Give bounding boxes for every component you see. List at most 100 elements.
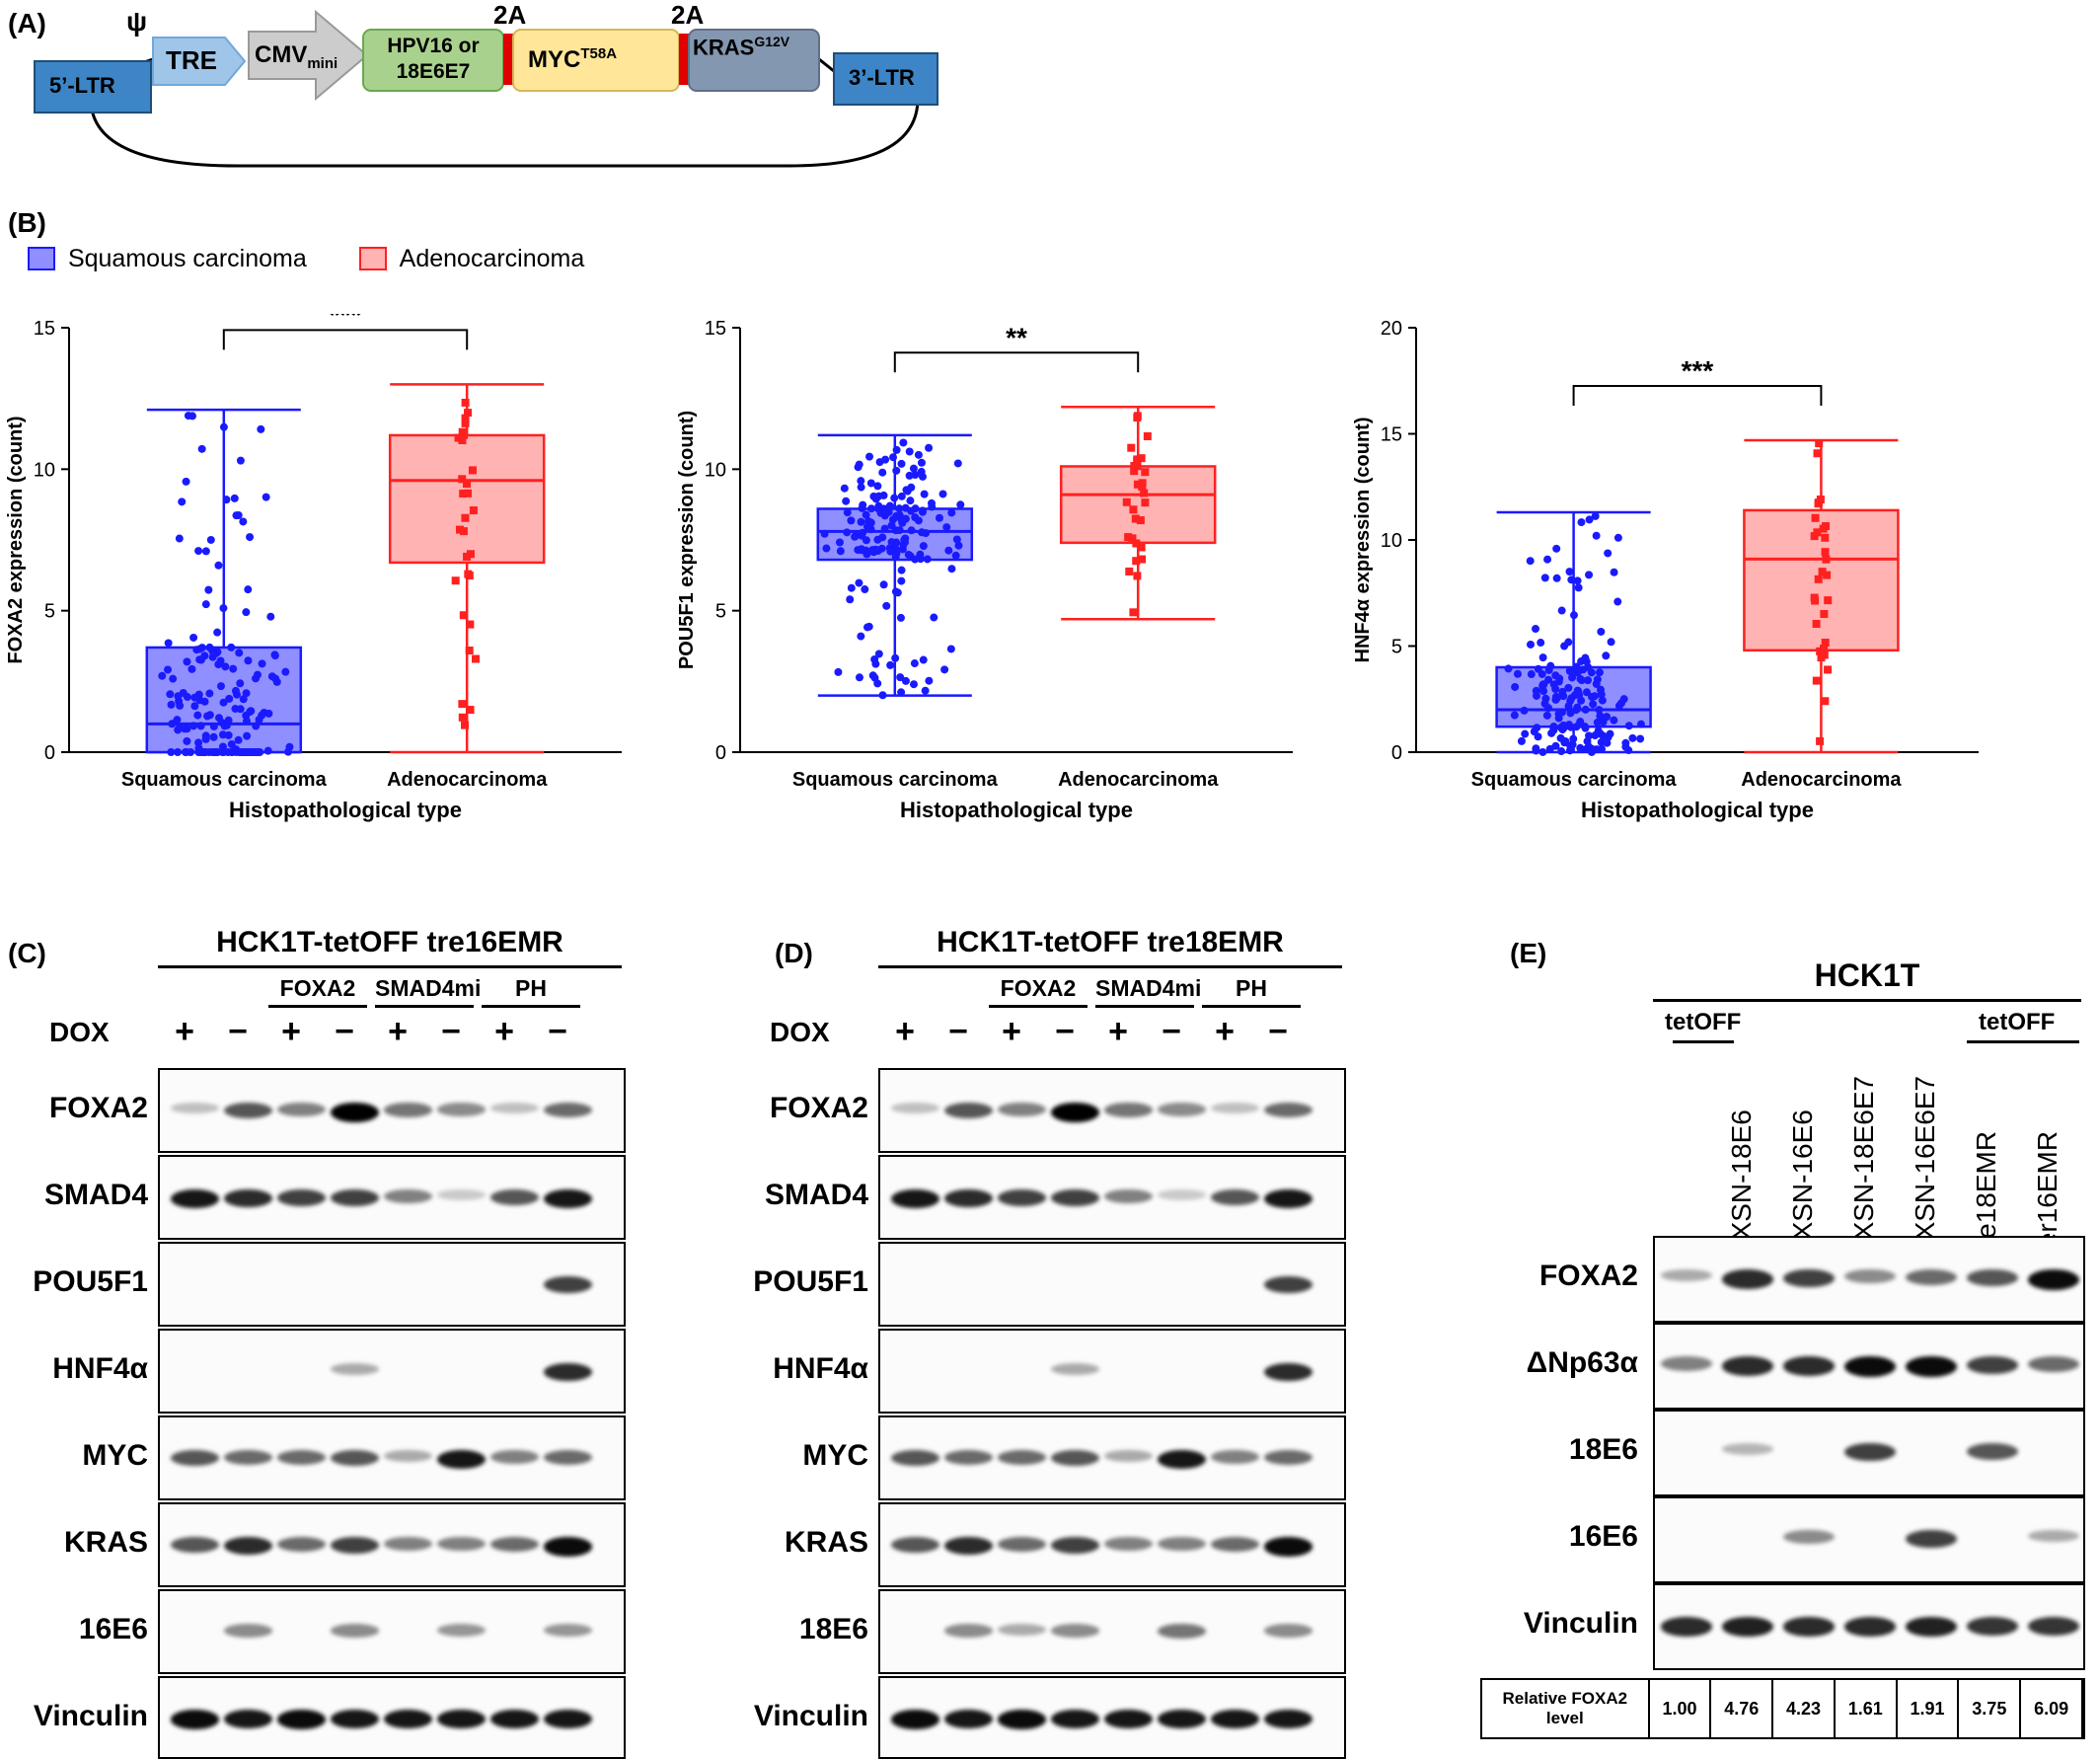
data-point — [194, 738, 203, 747]
blot-strip — [878, 1155, 1346, 1240]
data-point — [221, 662, 230, 671]
band — [1783, 1617, 1835, 1637]
data-point — [189, 722, 198, 730]
band — [2028, 1617, 2079, 1636]
group-underline — [375, 1005, 474, 1008]
band — [1722, 1617, 1773, 1638]
data-point — [947, 508, 956, 517]
band — [1264, 1537, 1312, 1557]
significance-label: *** — [1682, 355, 1714, 386]
data-point — [1584, 742, 1593, 751]
row-label: POU5F1 — [33, 1265, 148, 1298]
data-point — [244, 656, 253, 665]
linker-2 — [679, 34, 689, 85]
data-point — [1820, 610, 1829, 619]
data-point — [1812, 620, 1821, 629]
data-point — [1538, 747, 1547, 756]
data-point — [235, 748, 244, 756]
band — [2028, 1530, 2079, 1543]
data-point — [464, 409, 473, 418]
data-point — [174, 748, 183, 756]
data-point — [464, 570, 473, 578]
data-point — [283, 747, 292, 756]
data-point — [232, 511, 241, 520]
row-label: 16E6 — [78, 1613, 148, 1645]
data-point — [214, 561, 223, 570]
band — [490, 1710, 539, 1728]
row-label: Vinculin — [1523, 1607, 1638, 1640]
data-point — [1552, 544, 1561, 553]
blot-title: HCK1T-tetOFF tre18EMR — [937, 926, 1284, 958]
data-point — [940, 665, 949, 674]
blot-strip — [1653, 1236, 2085, 1323]
data-point — [865, 452, 874, 461]
row-label: ΔNp63α — [1526, 1346, 1638, 1379]
row-label: FOXA2 — [48, 1092, 148, 1124]
data-point — [846, 595, 855, 604]
data-point — [458, 475, 467, 484]
dox-sign: − — [1055, 1013, 1075, 1050]
data-point — [219, 698, 228, 707]
band — [1104, 1450, 1153, 1462]
p2a-label-2: 2A — [671, 0, 705, 30]
y-tick-label: 0 — [715, 742, 726, 764]
band — [224, 1450, 272, 1465]
band — [331, 1624, 379, 1638]
data-point — [168, 720, 177, 728]
band — [998, 1710, 1046, 1729]
band — [944, 1710, 993, 1728]
panel-label-b: (B) — [8, 207, 46, 238]
band — [331, 1363, 379, 1375]
data-point — [919, 542, 928, 551]
data-point — [1821, 697, 1830, 706]
data-point — [472, 654, 481, 663]
data-point — [466, 550, 475, 559]
data-point — [252, 722, 261, 730]
data-point — [903, 487, 912, 496]
band — [490, 1189, 539, 1205]
hpv-label: HPV16 or 18E6E7 — [387, 35, 480, 83]
data-point — [1132, 539, 1141, 548]
data-point — [916, 554, 925, 563]
row-label: MYC — [82, 1439, 148, 1472]
band — [1783, 1356, 1835, 1376]
data-point — [233, 690, 242, 699]
data-point — [281, 667, 290, 676]
data-point — [1565, 568, 1574, 576]
band — [171, 1450, 219, 1466]
band — [544, 1537, 592, 1557]
blot-strip — [158, 1068, 626, 1153]
data-point — [258, 659, 266, 668]
data-point — [1824, 665, 1833, 674]
blot-strip — [878, 1415, 1346, 1500]
data-point — [1521, 729, 1530, 738]
data-point — [239, 517, 248, 526]
band — [277, 1537, 326, 1552]
data-point — [201, 547, 210, 556]
data-point — [466, 620, 475, 629]
data-point — [854, 546, 862, 555]
data-point — [1818, 568, 1827, 576]
dox-sign: − — [1162, 1013, 1181, 1050]
y-tick-label: 15 — [705, 318, 726, 340]
blot-strip — [158, 1589, 626, 1674]
data-point — [1137, 543, 1146, 552]
data-point — [920, 490, 929, 498]
data-point — [857, 517, 865, 526]
row-label: POU5F1 — [753, 1265, 868, 1298]
data-point — [1138, 555, 1147, 564]
data-point — [919, 655, 928, 664]
data-point — [1591, 692, 1600, 701]
data-point — [1569, 611, 1578, 620]
pou5f1-boxplot: 0 5 10 15 POU5F1 expression (count) Squamous … — [676, 318, 1293, 822]
blot-title: HCK1T-tetOFF tre16EMR — [216, 926, 563, 958]
quant-value: 4.76 — [1711, 1680, 1774, 1737]
data-point — [1554, 714, 1563, 723]
data-point — [1130, 461, 1139, 470]
band — [1967, 1269, 2018, 1287]
band — [490, 1450, 539, 1464]
band — [1051, 1363, 1099, 1375]
band — [1906, 1269, 1957, 1285]
lane-label: LXSN-18E6E7 — [1848, 1075, 1879, 1256]
band — [891, 1103, 939, 1113]
